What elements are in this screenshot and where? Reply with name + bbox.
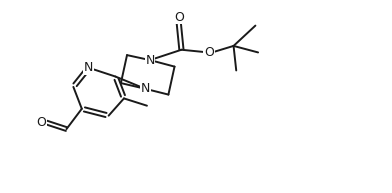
- Text: O: O: [204, 46, 214, 59]
- Text: N: N: [141, 82, 150, 95]
- Text: O: O: [174, 11, 184, 24]
- Text: N: N: [84, 61, 93, 74]
- Text: N: N: [145, 54, 155, 67]
- Text: O: O: [36, 116, 47, 129]
